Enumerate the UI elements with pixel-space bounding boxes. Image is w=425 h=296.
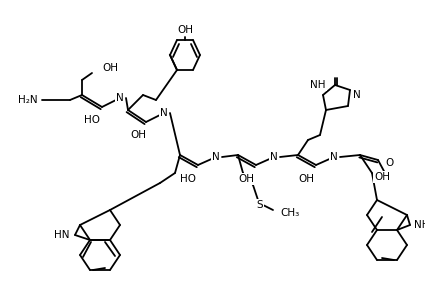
Text: OH: OH <box>130 130 146 140</box>
Text: NH: NH <box>414 220 425 230</box>
Text: OH: OH <box>298 174 314 184</box>
Text: NH: NH <box>311 80 326 90</box>
Text: HO: HO <box>180 174 196 184</box>
Text: N: N <box>160 108 168 118</box>
Text: OH: OH <box>177 25 193 35</box>
Text: N: N <box>353 90 361 100</box>
Text: H₂N: H₂N <box>18 95 38 105</box>
Text: HO: HO <box>84 115 100 125</box>
Text: O: O <box>386 158 394 168</box>
Text: N: N <box>116 93 124 103</box>
Text: OH: OH <box>102 63 118 73</box>
Text: N: N <box>212 152 220 162</box>
Text: OH: OH <box>374 172 390 182</box>
Text: N: N <box>270 152 278 162</box>
Text: S: S <box>257 200 264 210</box>
Text: N: N <box>330 152 338 162</box>
Text: CH₃: CH₃ <box>280 208 299 218</box>
Text: HN: HN <box>54 230 70 240</box>
Text: OH: OH <box>238 174 254 184</box>
